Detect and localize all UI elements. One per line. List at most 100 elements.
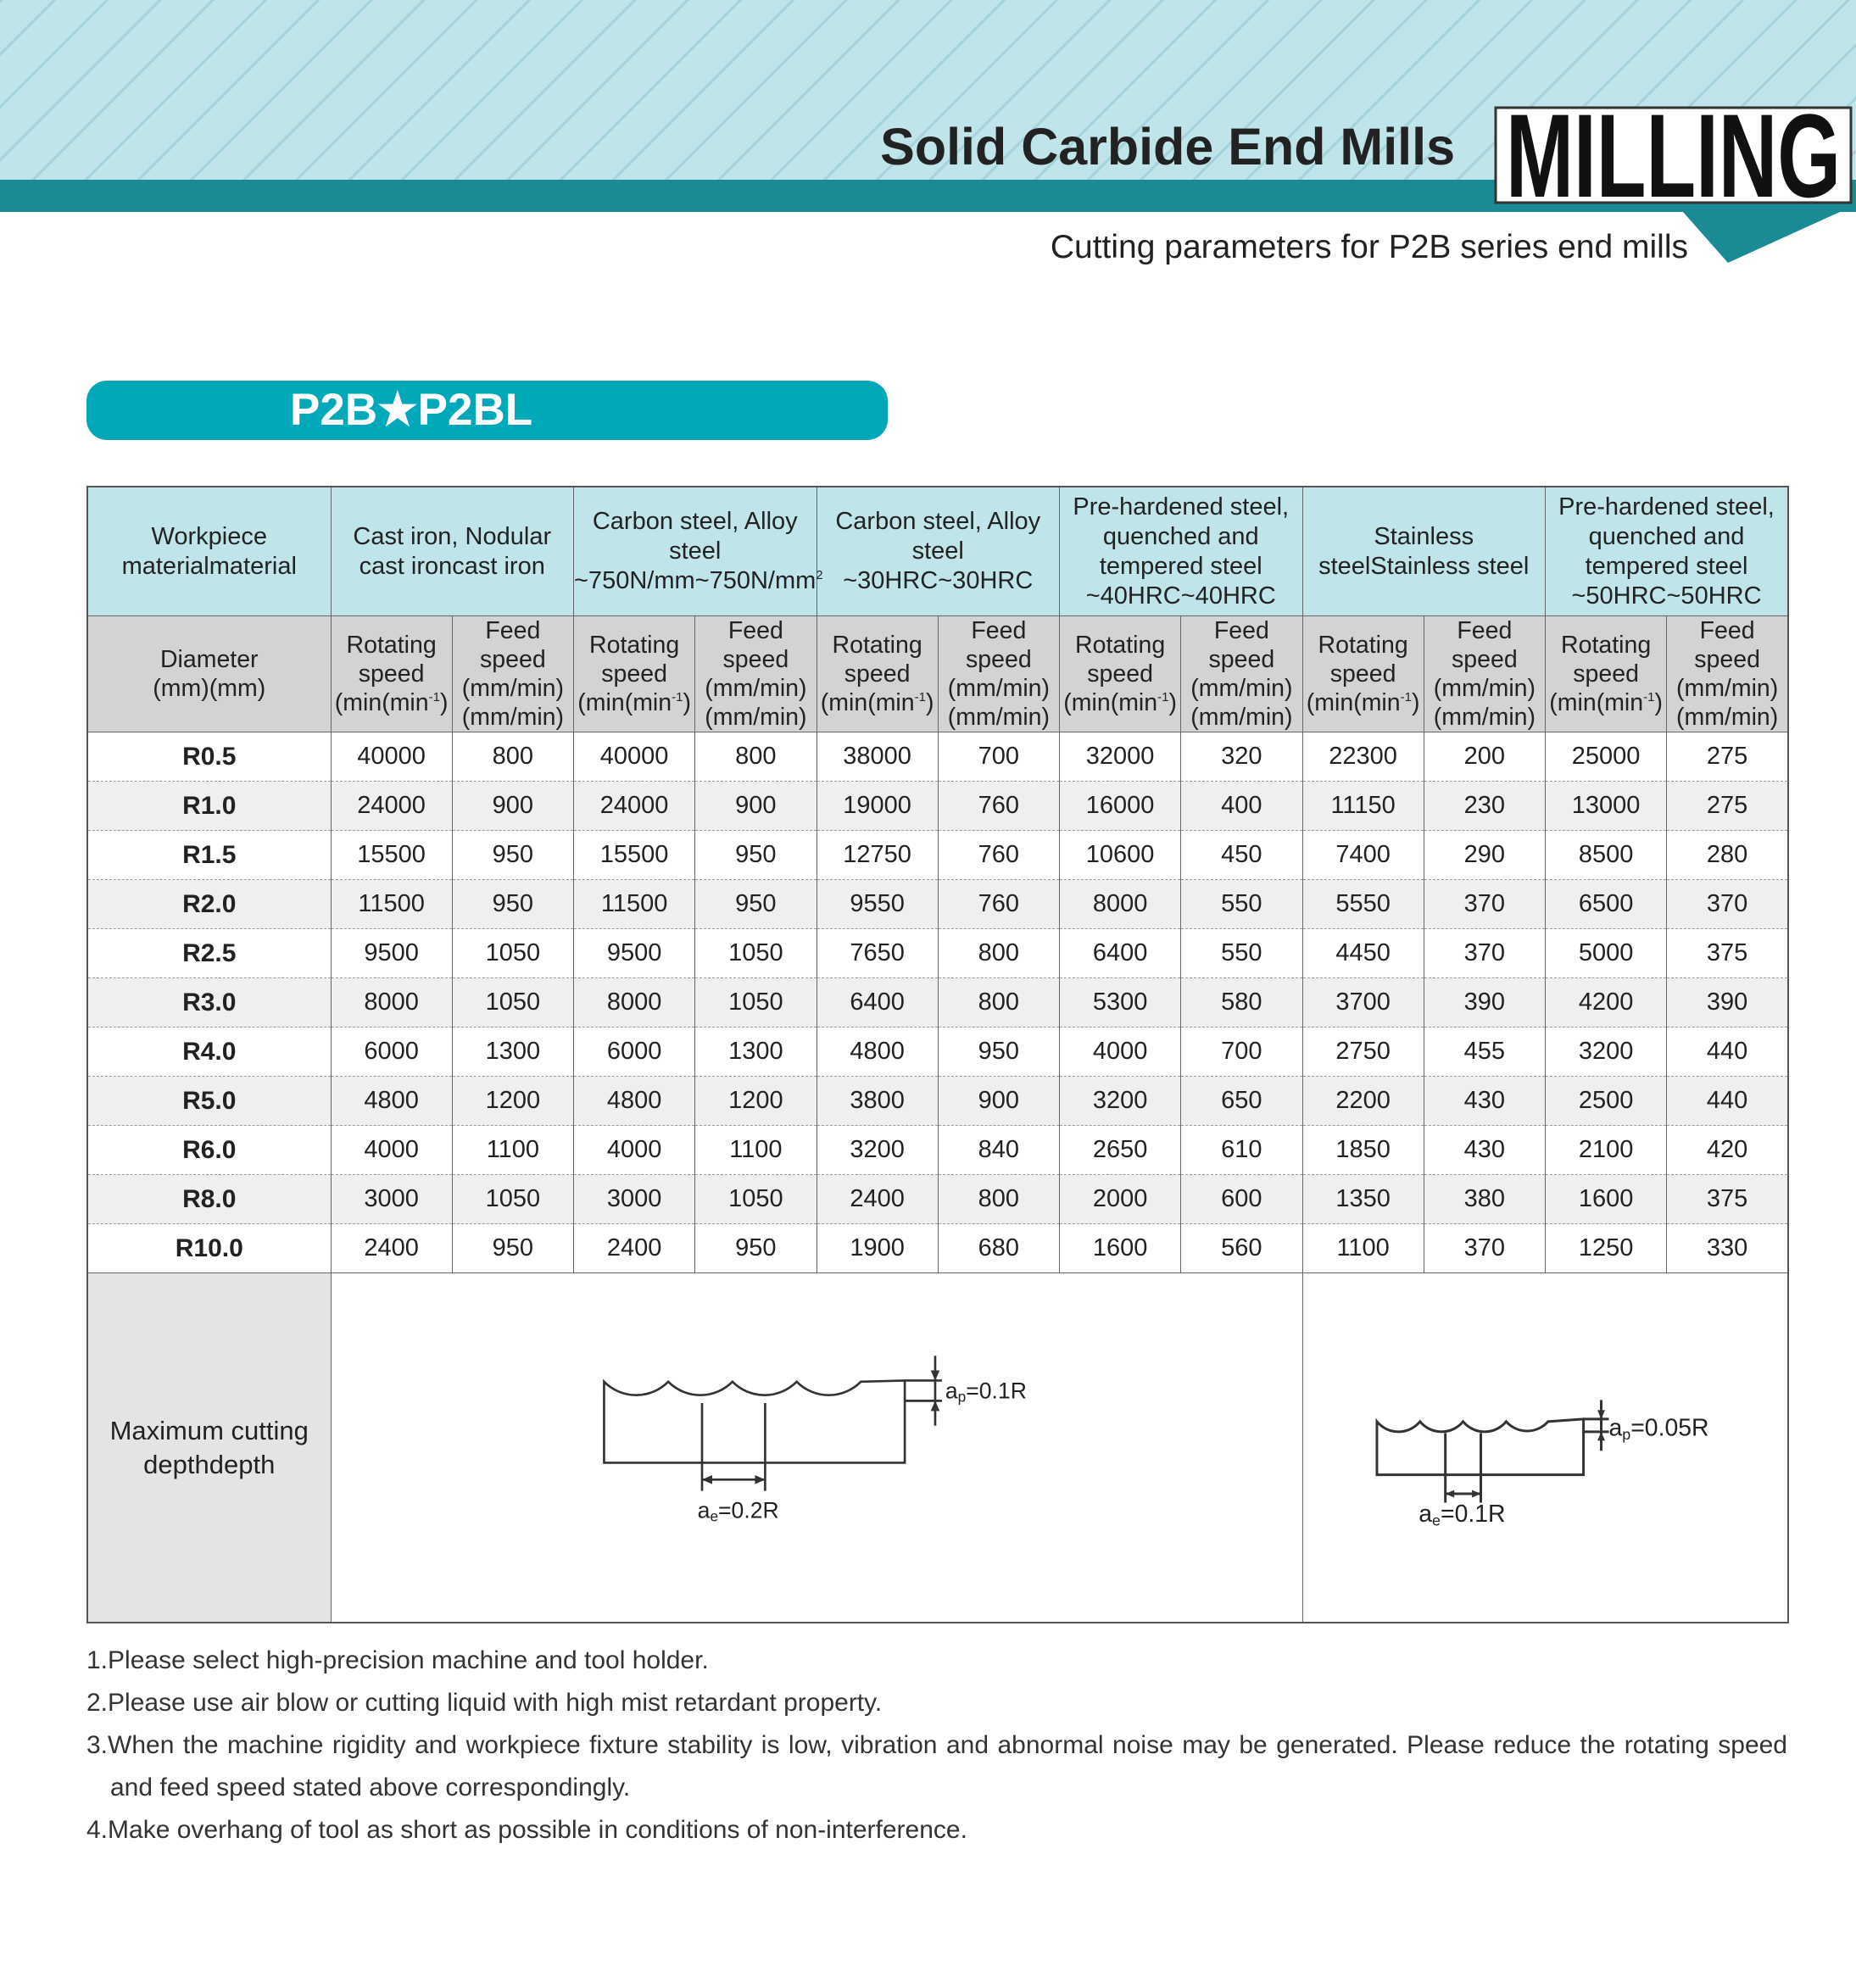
header-title: Solid Carbide End Mills [880, 118, 1455, 175]
value-cell: 5300 [1058, 977, 1182, 1027]
value-cell: 6400 [1058, 928, 1182, 978]
depth-diagram: ap=0.05R ae=0.1R [1374, 1400, 1708, 1529]
label-line: Feed [971, 617, 1027, 644]
data-row: R2.0 11500 950 11500 950 9550 760 8000 550 5550 37… [86, 879, 1789, 929]
label-line: speed [1208, 646, 1275, 673]
feed-header: Feed speed (mm/min)(mm/min) [937, 615, 1061, 732]
value-cell: 1250 [1544, 1223, 1668, 1273]
value-cell: 650 [1180, 1076, 1303, 1126]
material-header: Pre-hardened steel, quenched and tempered … [1059, 487, 1303, 616]
value-cell: 3000 [572, 1174, 696, 1224]
ap-sub: p [1622, 1426, 1630, 1443]
value-cell: 2400 [330, 1223, 453, 1273]
label-sup: -1 [914, 690, 926, 704]
ap-label: ap=0.05R [1608, 1414, 1708, 1442]
value-cell: 1100 [451, 1125, 575, 1175]
data-row: R1.5 15500 950 15500 950 12750 760 10600 450 7400… [86, 830, 1789, 880]
value-cell: 6500 [1544, 879, 1668, 929]
label-line: ~30HRC~30HRC [843, 567, 1034, 594]
header-arrow [1683, 212, 1840, 263]
value-cell: 950 [451, 830, 575, 880]
value-cell: 6400 [816, 977, 939, 1027]
feed-header: Feed speed (mm/min)(mm/min) [1666, 615, 1789, 732]
rotating-header: Rotating speed (min(min-1) [1058, 615, 1182, 732]
value-cell: 420 [1666, 1125, 1789, 1175]
note: 4.Make overhang of tool as short as poss… [86, 1816, 967, 1844]
label-line: tempered steel [1585, 552, 1748, 580]
label-text: material [209, 552, 297, 580]
material-header: Cast iron, Nodular cast ironcast iron [330, 487, 574, 616]
label-text: (mm/min) [1433, 704, 1536, 731]
value-cell: 950 [694, 879, 817, 929]
ap-symbol: a [1608, 1414, 1622, 1441]
ap-label: ap=0.1R [945, 1378, 1026, 1406]
note: 2.Please use air blow or cutting liquid … [86, 1689, 883, 1717]
rotating-header: Rotating speed (min(min-1) [1301, 615, 1424, 732]
value-cell: 32000 [1058, 732, 1182, 782]
label-text: ~40HRC [1180, 582, 1276, 610]
label-line: speed [601, 660, 667, 688]
diameter-cell: R0.5 [86, 732, 332, 782]
notes: 1.Please select high-precision machine a… [86, 1640, 1787, 1852]
value-cell: 4800 [330, 1076, 453, 1126]
value-cell: 9500 [572, 928, 696, 978]
note: 1.Please select high-precision machine a… [86, 1646, 709, 1674]
value-cell: 950 [694, 830, 817, 880]
label-line: (mm/min)(mm/min) [1190, 675, 1293, 731]
diameter-cell: R10.0 [86, 1223, 332, 1273]
value-cell: 10600 [1058, 830, 1182, 880]
label-text: cast iron [452, 552, 545, 580]
value-cell: 400 [1180, 781, 1303, 831]
material-header: Stainless steelStainless steel [1301, 487, 1546, 616]
label-line: (min(min-1) [1063, 689, 1177, 716]
label-line: speed [1329, 660, 1396, 688]
value-cell: 390 [1423, 977, 1547, 1027]
value-cell: 560 [1180, 1223, 1303, 1273]
badge-box [1494, 106, 1853, 204]
ap-sub: p [957, 1389, 966, 1406]
value-cell: 3200 [1058, 1076, 1182, 1126]
table-body: Workpiece materialmaterial Cast iron, Nodu… [86, 487, 1789, 1623]
label-line: quenched and [1588, 522, 1745, 550]
value-cell: 22300 [1301, 732, 1424, 782]
diameter-cell: R2.5 [86, 928, 332, 978]
value-cell: 760 [937, 830, 1061, 880]
label-line: speed [1087, 660, 1153, 688]
value-cell: 800 [451, 732, 575, 782]
ae-value: =0.1R [1441, 1501, 1506, 1528]
value-cell: 375 [1666, 1174, 1789, 1224]
value-cell: 1050 [694, 928, 817, 978]
data-row: R5.0 4800 1200 4800 1200 3800 900 3200 650 2200 43… [86, 1076, 1789, 1126]
label-line: Feed [1213, 617, 1269, 644]
value-cell: 11150 [1301, 781, 1424, 831]
label-line: speed [358, 660, 425, 688]
value-cell: 40000 [330, 732, 453, 782]
value-cell: 7400 [1301, 830, 1424, 880]
value-cell: 1050 [451, 977, 575, 1027]
material-header: Carbon steel, Alloy steel ~750N/mm~750N/mm… [573, 487, 823, 616]
label-line: Pre-hardened steel, [1073, 493, 1290, 521]
value-cell: 5550 [1301, 879, 1424, 929]
label-line: tempered steel [1099, 552, 1262, 580]
value-cell: 15500 [330, 830, 453, 880]
value-cell: 370 [1423, 1223, 1547, 1273]
value-cell: 1200 [694, 1076, 817, 1126]
label-line: Feed [727, 617, 783, 644]
label-line: quenched and [1102, 522, 1259, 550]
ae-value: =0.2R [718, 1498, 779, 1523]
rotating-header: Rotating speed (min(min-1) [816, 615, 939, 732]
value-cell: 900 [937, 1076, 1061, 1126]
value-cell: 11500 [572, 879, 696, 929]
diameter-cell: R1.0 [86, 781, 332, 831]
value-cell: 550 [1180, 879, 1303, 929]
value-cell: 450 [1180, 830, 1303, 880]
label-line: (min(min-1) [1306, 689, 1420, 716]
label-text: ~750N/mm [694, 567, 817, 594]
depth-row: Maximum cutting depthdepth ap=0.1R ae=0.2… [86, 1272, 1789, 1623]
value-cell: 680 [937, 1223, 1061, 1273]
label-line: ~40HRC~40HRC [1085, 582, 1276, 610]
value-cell: 13000 [1544, 781, 1668, 831]
diameter-cell: R5.0 [86, 1076, 332, 1126]
label-line: cast ironcast iron [359, 552, 545, 580]
depth-label: Maximum cutting depthdepth [86, 1272, 332, 1623]
